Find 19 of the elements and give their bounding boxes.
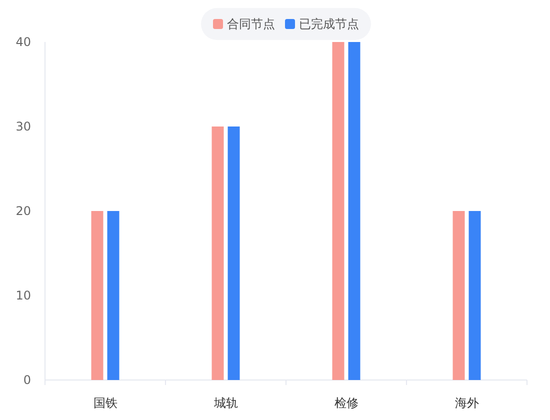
legend-label: 已完成节点 [299, 17, 359, 31]
y-tick-label: 30 [16, 120, 31, 134]
y-tick-label: 20 [16, 204, 31, 218]
x-tick-label: 国铁 [93, 396, 118, 410]
x-tick-label: 海外 [454, 396, 479, 410]
bar [348, 42, 360, 380]
bar [107, 211, 120, 380]
bar [332, 42, 344, 380]
bar [91, 211, 104, 380]
bar [452, 211, 465, 380]
bar [228, 126, 240, 380]
bar [468, 211, 481, 380]
y-tick-label: 40 [16, 35, 31, 49]
legend-label: 合同节点 [227, 17, 275, 31]
y-tick-label: 10 [16, 288, 31, 302]
y-tick-label: 0 [23, 373, 31, 387]
x-tick-label: 检修 [334, 396, 358, 410]
bar [212, 126, 224, 380]
x-tick-label: 城轨 [212, 396, 238, 410]
